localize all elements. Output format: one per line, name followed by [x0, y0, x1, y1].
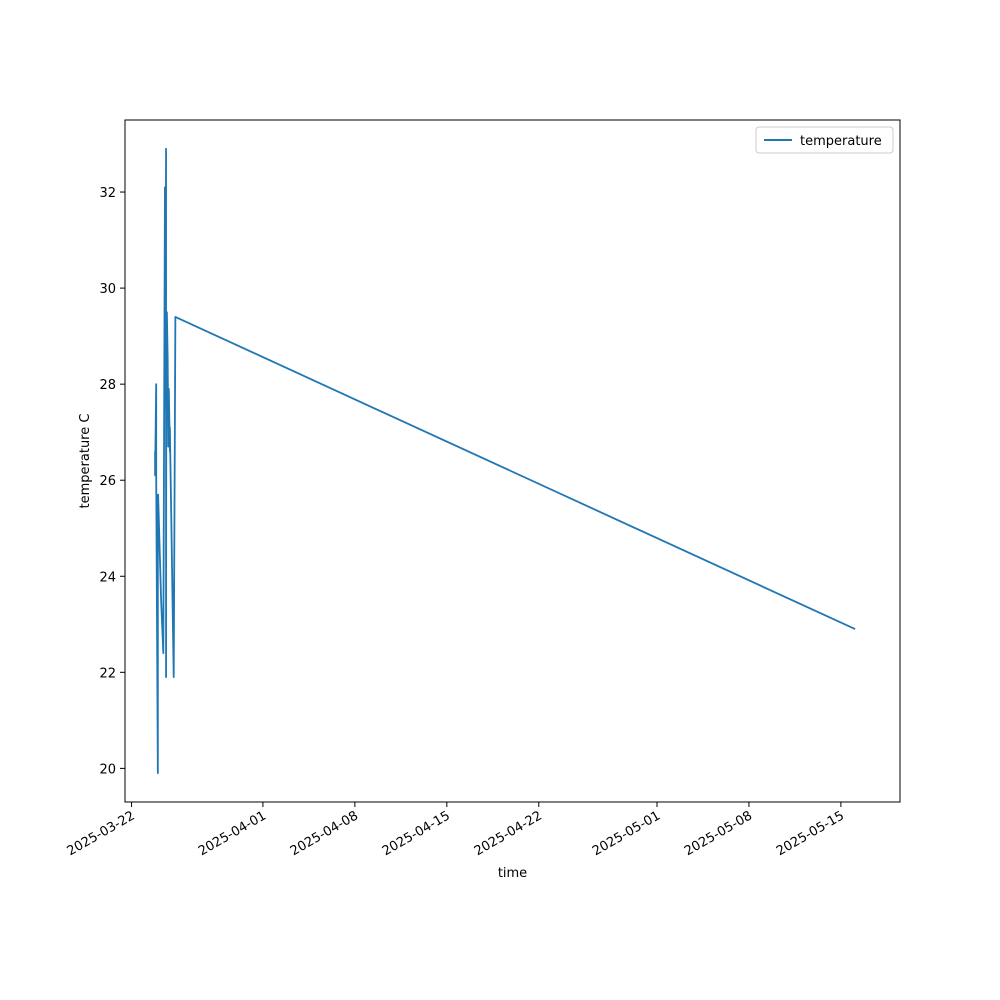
y-tick-label: 22	[99, 666, 116, 681]
y-axis-label: temperature C	[78, 414, 93, 509]
y-tick-label: 26	[99, 474, 116, 489]
legend-box	[755, 126, 894, 154]
y-tick-label: 32	[99, 186, 116, 201]
y-tick-label: 28	[99, 378, 116, 393]
plot-area	[154, 147, 856, 775]
plot-frame	[124, 119, 901, 803]
x-axis-label: time	[498, 866, 527, 881]
y-tick-label: 30	[99, 282, 116, 297]
legend: temperature	[755, 126, 894, 154]
y-axis: 20 22 24 26 28 30 32	[99, 186, 125, 777]
series-line-temperature	[154, 147, 856, 775]
y-tick-label: 24	[99, 570, 116, 585]
legend-label: temperature	[800, 134, 882, 149]
y-tick-label: 20	[99, 762, 116, 777]
